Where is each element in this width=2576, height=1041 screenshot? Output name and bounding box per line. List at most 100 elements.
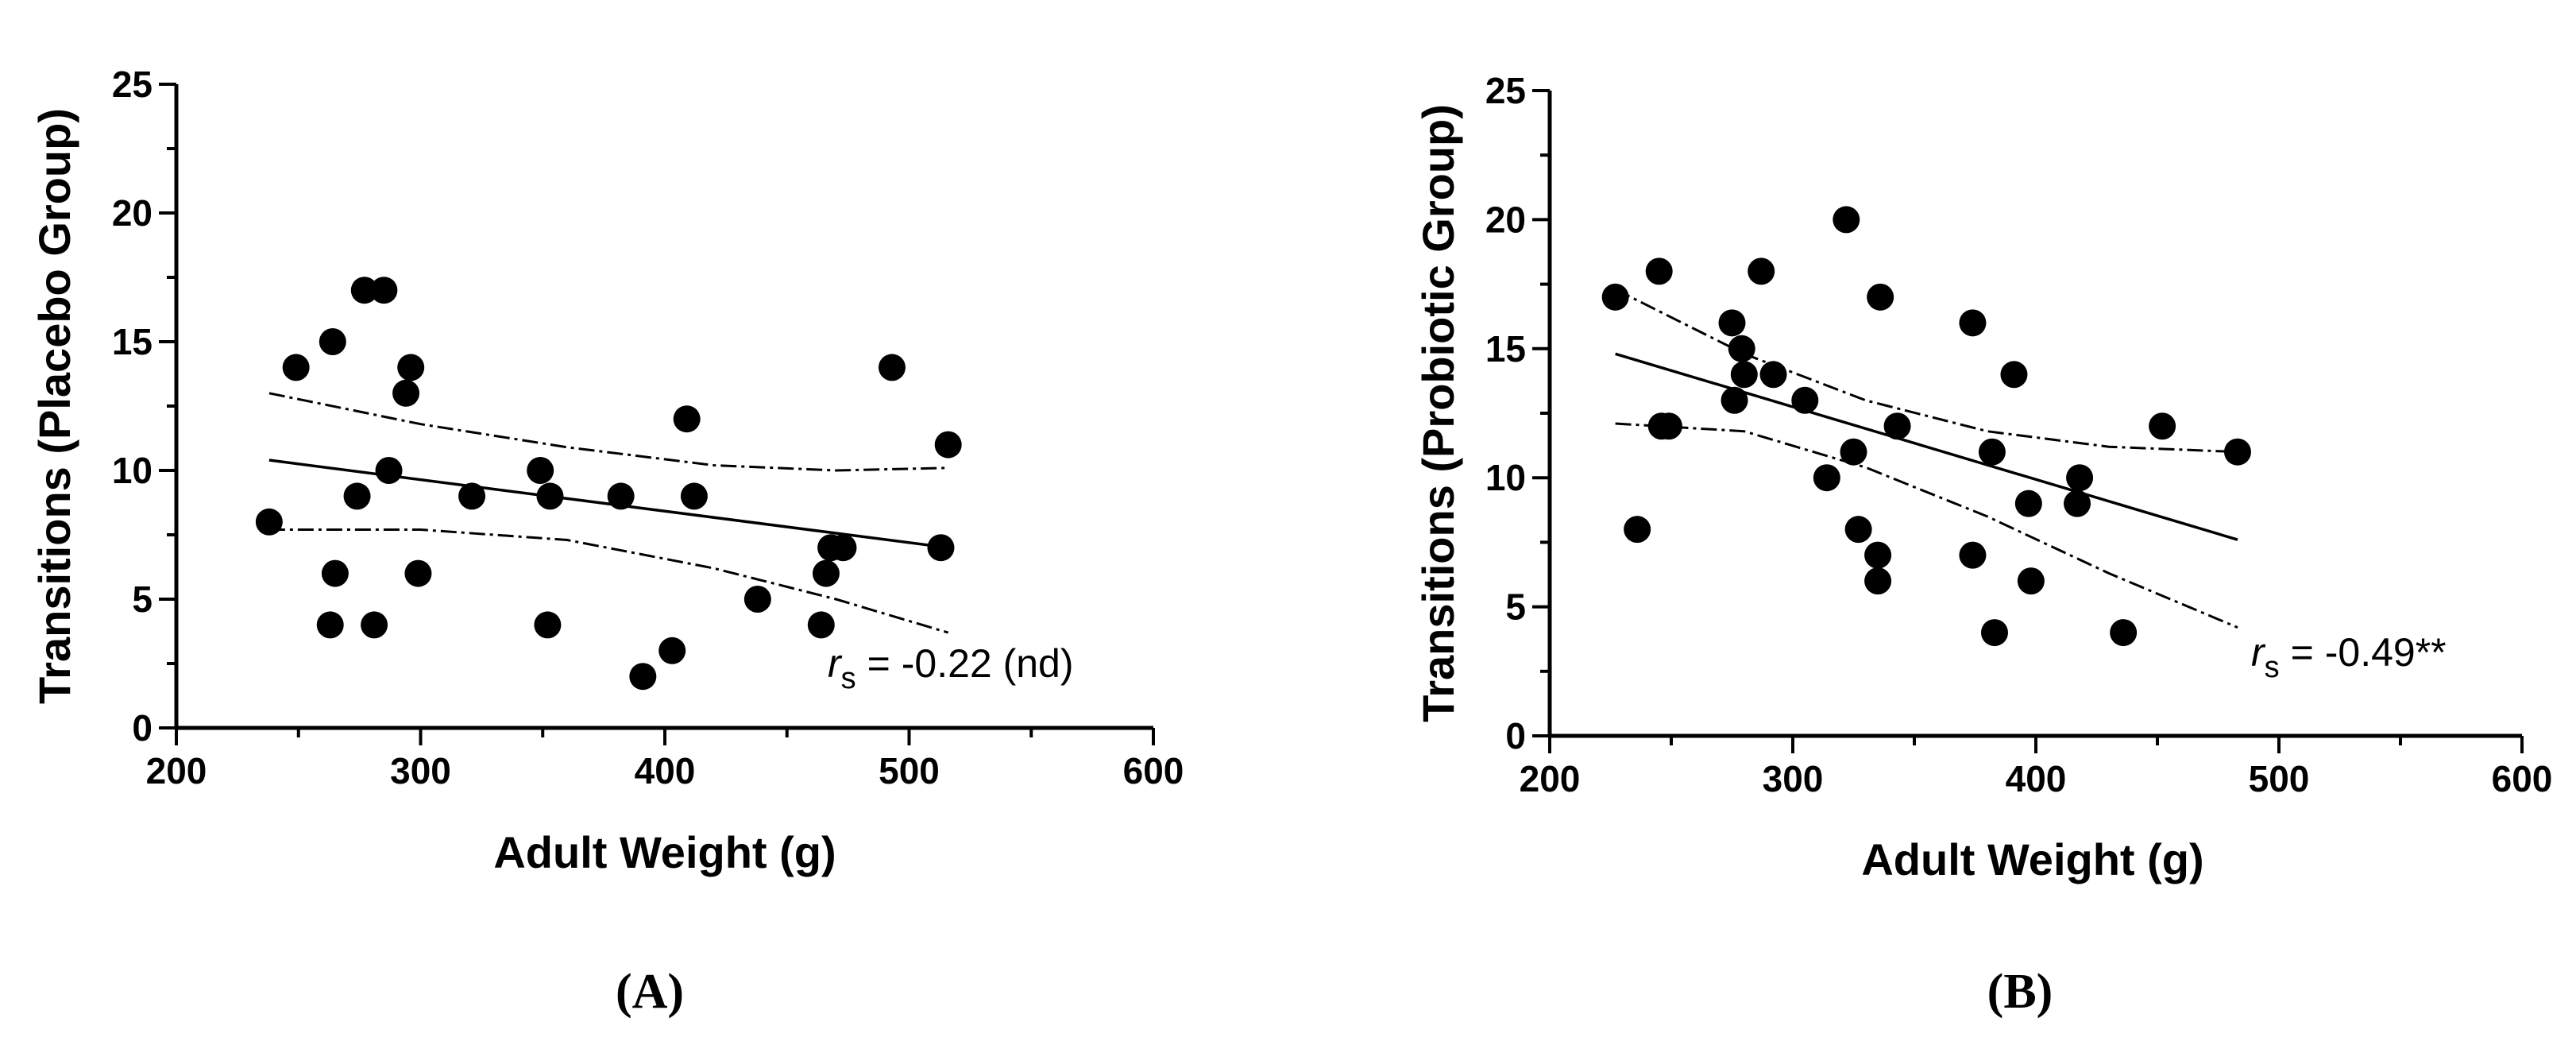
panel-b-data-point (1601, 283, 1629, 311)
panel-a-y-tick-label: 15 (112, 321, 153, 362)
panel-b-data-point (2000, 361, 2028, 389)
panel-a-x-tick-label: 500 (879, 750, 940, 791)
panel-b-data-point (1728, 335, 1755, 362)
panel-b-data-point (2066, 464, 2094, 492)
panel-a-r-value: = -0.22 (nd) (867, 641, 1074, 686)
panel-b-data-point (1718, 309, 1746, 337)
panel-b-y-axis-title: Transitions (Probiotic Group) (1413, 104, 1463, 722)
panel-b-data-point (1959, 541, 1987, 569)
panel-b-correlation-annotation: rs = -0.49** (2251, 630, 2447, 684)
panel-b-data-point (2014, 490, 2042, 517)
panel-a-data-point (527, 457, 554, 484)
panel-a-data-point (536, 482, 564, 510)
panel-b-ci-lower-curve (1615, 422, 2238, 629)
panel-a-tick-labels: 0 5 10 15 20 25 200 300 400 500 600 (112, 64, 1184, 791)
panel-b-data-point (1791, 386, 1819, 414)
panel-a-r-subscript: s (841, 662, 856, 695)
panel-b-label: (B) (1987, 965, 2053, 1019)
panel-b-data-point (1883, 412, 1911, 440)
panel-b-data-point (2017, 567, 2045, 595)
panel-a-data-point (282, 354, 310, 381)
panel-a-data-point (829, 534, 857, 562)
panel-b-ci-lower (1615, 422, 2238, 629)
panel-b-r-subscript: s (2265, 651, 2280, 684)
panel-b-y-tick-label: 0 (1505, 715, 1526, 757)
panel-b-data-point (2110, 619, 2138, 647)
panel-b-points (1601, 206, 2251, 647)
panel-b-data-point (1655, 412, 1682, 440)
panel-a-data-point (680, 482, 708, 510)
panel-b-ci-upper (1614, 288, 2238, 454)
panel-a-y-tick-label: 5 (132, 579, 153, 620)
panel-a-data-point (658, 637, 686, 664)
panel-a-ci-upper (268, 392, 948, 472)
panel-a-y-tick-label: 25 (112, 64, 153, 105)
panel-b-data-point (2064, 490, 2091, 517)
panel-a-y-tick-label: 20 (112, 192, 153, 234)
panel-a-correlation-annotation: rs = -0.22 (nd) (828, 641, 1074, 695)
panel-b-regression (1615, 352, 2238, 541)
panel-b-data-point (1759, 361, 1787, 389)
panel-a-ci-upper-curve (268, 392, 948, 472)
panel-a-y-tick-label: 10 (112, 450, 153, 491)
panel-a-x-tick-label: 600 (1123, 750, 1184, 791)
panel-b-data-point (1844, 516, 1872, 544)
panel-a-data-point (319, 328, 346, 355)
panel-a-axes (159, 83, 1155, 745)
panel-b-x-tick-label: 400 (2006, 758, 2067, 799)
panel-a-regression-line (268, 459, 948, 549)
panel-a-data-point (361, 611, 388, 639)
panel-a-data-point (629, 663, 657, 691)
panel-a-data-point (458, 482, 486, 510)
panel-a-data-point (350, 277, 378, 304)
panel-a-data-point (673, 405, 701, 433)
panel-b-data-point (1730, 361, 1758, 389)
panel-a-data-point (934, 431, 962, 459)
panel-b-x-tick-label: 200 (1520, 758, 1581, 799)
panel-a-data-point (807, 611, 835, 639)
panel-a-data-point (370, 277, 398, 304)
panel-b-y-tick-label: 10 (1485, 457, 1526, 498)
panel-b-data-point (1833, 206, 1860, 234)
panel-b-ci-upper-curve (1614, 288, 2238, 454)
panel-a-r-symbol: r (828, 641, 843, 686)
panel-a-x-tick-label: 200 (146, 750, 207, 791)
panel-b-data-point (1959, 309, 1987, 337)
panel-a-ci-lower (268, 528, 949, 634)
panel-a-y-tick-label: 0 (132, 707, 153, 749)
panel-a-regression (268, 459, 948, 549)
panel-a: 0 5 10 15 20 25 200 300 400 500 600 Adult Weight (… (29, 64, 1184, 1019)
panel-a-data-point (607, 482, 635, 510)
panel-b-r-value: = -0.49** (2291, 630, 2447, 675)
panel-b-data-point (1978, 438, 2006, 466)
panel-a-data-point (316, 611, 344, 639)
panel-a-data-point (743, 586, 771, 613)
panel-b: 0 5 10 15 20 25 200 300 400 500 600 Adult Weight (… (1413, 70, 2552, 1019)
panel-b-data-point (1624, 516, 1651, 544)
panel-b-r-symbol: r (2251, 630, 2266, 675)
panel-b-axes (1532, 89, 2524, 753)
panel-a-data-point (927, 534, 955, 562)
panel-b-data-point (1867, 283, 1894, 311)
panel-a-data-point (392, 379, 420, 407)
panel-b-data-point (1813, 464, 1840, 492)
panel-a-data-point (255, 508, 283, 536)
panel-b-data-point (1980, 619, 2008, 647)
panel-b-data-point (1864, 567, 1892, 595)
panel-a-x-tick-label: 300 (390, 750, 451, 791)
panel-b-data-point (1748, 257, 1775, 285)
panel-a-label: (A) (616, 965, 684, 1019)
panel-b-x-tick-label: 600 (2492, 758, 2553, 799)
panel-b-y-tick-label: 20 (1485, 199, 1526, 240)
panel-a-data-point (375, 457, 403, 484)
panel-b-data-point (1645, 257, 1673, 285)
panel-b-y-tick-label: 5 (1505, 586, 1526, 628)
panel-a-data-point (812, 559, 840, 587)
panel-a-ci-lower-curve (268, 528, 949, 634)
panel-b-y-tick-label: 15 (1485, 328, 1526, 370)
panel-b-data-point (1840, 438, 1867, 466)
panel-b-data-point (2149, 412, 2176, 440)
panel-a-data-point (534, 611, 562, 639)
panel-b-x-tick-label: 500 (2249, 758, 2310, 799)
